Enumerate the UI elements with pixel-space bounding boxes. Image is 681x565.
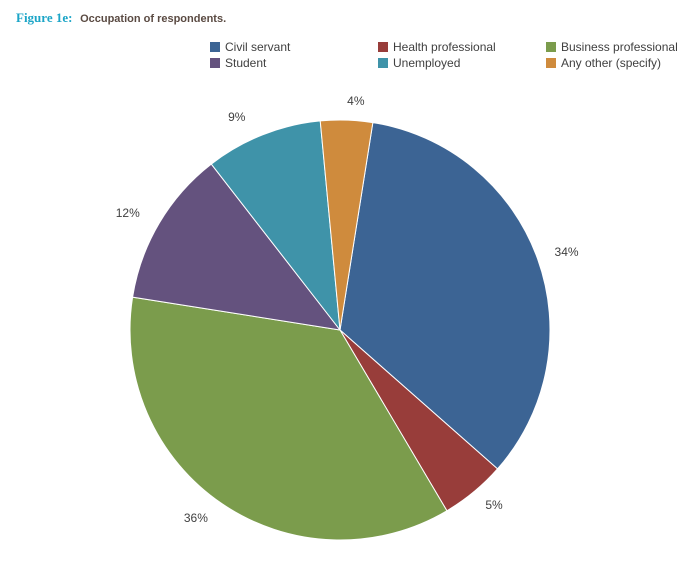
legend-label: Health professional (393, 40, 496, 54)
legend-item: Any other (specify) (546, 56, 681, 70)
pie-slice-label: 9% (228, 110, 245, 124)
legend-item: Unemployed (378, 56, 528, 70)
figure-label: Figure 1e: (16, 10, 72, 25)
legend-label: Unemployed (393, 56, 460, 70)
legend-label: Student (225, 56, 266, 70)
legend-item: Business professional (546, 40, 681, 54)
legend-swatch (210, 58, 220, 68)
pie-slice-label: 34% (555, 245, 579, 259)
chart-legend: Civil servant Health professional Business… (210, 40, 681, 70)
legend-swatch (546, 42, 556, 52)
legend-label: Civil servant (225, 40, 290, 54)
legend-swatch (378, 58, 388, 68)
legend-swatch (210, 42, 220, 52)
legend-swatch (546, 58, 556, 68)
legend-swatch (378, 42, 388, 52)
pie-chart: 34%5%36%12%9%4% (110, 100, 570, 560)
legend-item: Health professional (378, 40, 528, 54)
figure-description: Occupation of respondents. (80, 13, 226, 25)
pie-slice-label: 5% (485, 498, 502, 512)
legend-row: Student Unemployed Any other (specify) (210, 56, 681, 70)
pie-slice-label: 4% (347, 94, 364, 108)
legend-item: Student (210, 56, 360, 70)
legend-label: Any other (specify) (561, 56, 661, 70)
pie-slice-label: 36% (184, 511, 208, 525)
legend-row: Civil servant Health professional Business… (210, 40, 681, 54)
chart-title: Figure 1e: Occupation of respondents. (16, 10, 226, 26)
pie-slice-label: 12% (116, 206, 140, 220)
legend-item: Civil servant (210, 40, 360, 54)
legend-label: Business professional (561, 40, 678, 54)
